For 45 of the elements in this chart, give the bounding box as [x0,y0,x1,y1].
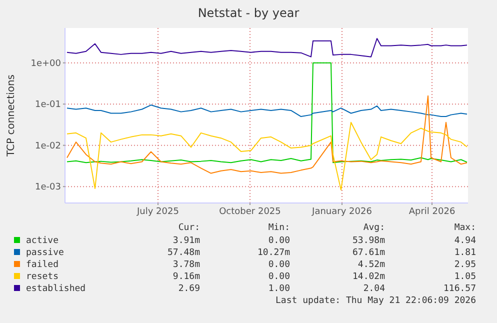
text: 4.52m [358,260,385,270]
text: 3.91m [172,236,200,246]
y-axis-title: TCP connections [6,74,17,158]
text: Avg: [363,223,385,233]
text: 14.02m [352,272,385,282]
text: 9.16m [172,272,200,282]
text: Last update: Thu May 21 22:06:09 2026 [276,296,476,306]
x-tick-label: April 2026 [408,207,456,217]
line-series [66,122,468,190]
y-tick-label: 1e-01 [35,100,61,110]
chart-title: Netstat - by year [198,6,300,20]
y-tick-label: 1e-02 [35,141,61,152]
line-series [66,104,468,118]
legend-label: resets [26,272,59,282]
legend-label: active [26,236,59,246]
text: 2.95 [454,260,476,270]
text: 1.00 [268,284,290,294]
y-tick-label: 1e+00 [30,59,62,70]
legend-label: failed [26,260,59,270]
text: 3.78m [172,260,200,270]
text: 10.27m [257,248,290,258]
legend-label: passive [26,248,64,258]
text: 4.94 [454,236,476,246]
x-tick-label: July 2025 [136,207,179,217]
x-tick-label: October 2025 [219,207,281,217]
text: 0.00 [268,236,290,246]
text: 2.69 [178,284,200,294]
text: 116.57 [443,284,476,294]
text: Max: [454,223,476,233]
y-tick-label: 1e-03 [35,182,61,193]
line-series [66,38,468,58]
text: 2.04 [363,284,385,294]
text: 0.00 [268,260,290,270]
text: Cur: [178,223,200,233]
text: 0.00 [268,272,290,282]
line-series [66,62,468,164]
text: 57.48m [167,248,200,258]
text: 67.61m [352,248,385,258]
x-tick-label: January 2026 [311,207,372,217]
legend-label: established [26,284,86,294]
line-series [66,95,468,174]
text: 53.98m [352,236,385,246]
text: Min: [268,223,290,233]
text: 1.05 [454,272,476,282]
text: 1.81 [454,248,476,258]
